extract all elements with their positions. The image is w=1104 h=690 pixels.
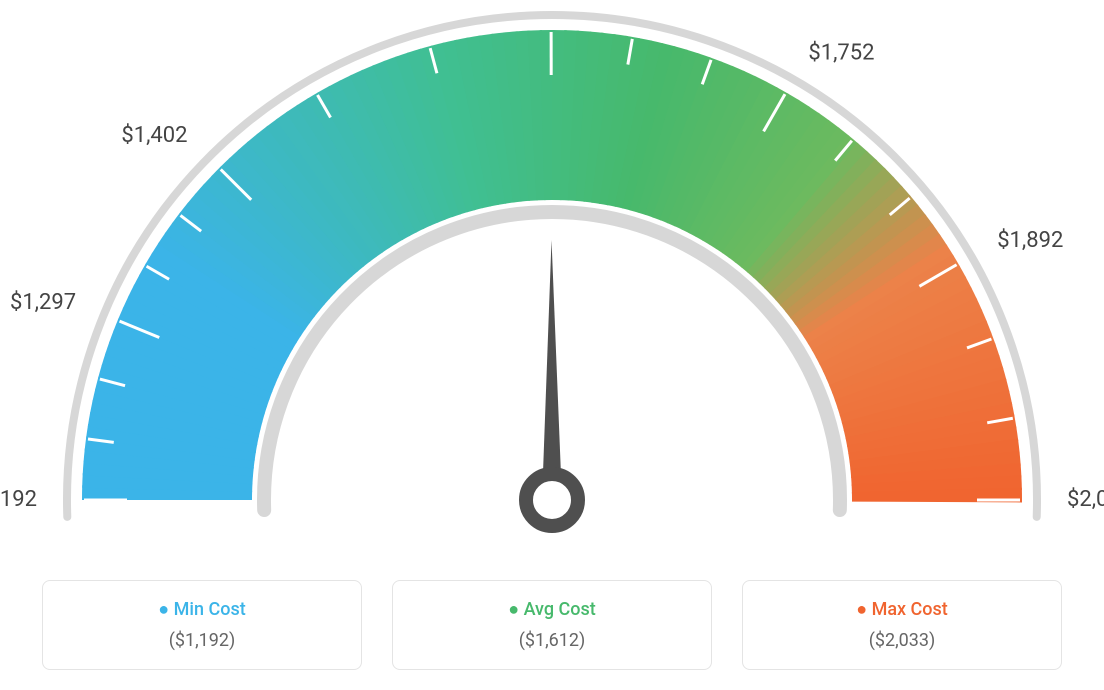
legend-avg-value: ($1,612) [403,630,701,651]
gauge-tick-label: $1,892 [997,228,1063,253]
gauge-svg: $1,192$1,297$1,402$1,612$1,752$1,892$2,0… [0,0,1104,560]
gauge-tick-label: $2,033 [1067,487,1104,512]
legend-min-label: Min Cost [53,599,351,620]
legend-card-max: Max Cost ($2,033) [742,580,1062,670]
legend-min-value: ($1,192) [53,630,351,651]
gauge-chart: $1,192$1,297$1,402$1,612$1,752$1,892$2,0… [0,0,1104,560]
gauge-tick-label: $1,192 [0,487,37,512]
legend-max-label: Max Cost [753,599,1051,620]
gauge-tick-label: $1,402 [121,123,187,148]
legend-row: Min Cost ($1,192) Avg Cost ($1,612) Max … [40,580,1064,670]
gauge-needle-hub [526,474,578,526]
legend-card-min: Min Cost ($1,192) [42,580,362,670]
gauge-tick-label: $1,297 [10,290,76,315]
legend-card-avg: Avg Cost ($1,612) [392,580,712,670]
gauge-tick-label: $1,752 [808,40,874,65]
legend-avg-label: Avg Cost [403,599,701,620]
gauge-needle [542,240,562,500]
legend-max-value: ($2,033) [753,630,1051,651]
